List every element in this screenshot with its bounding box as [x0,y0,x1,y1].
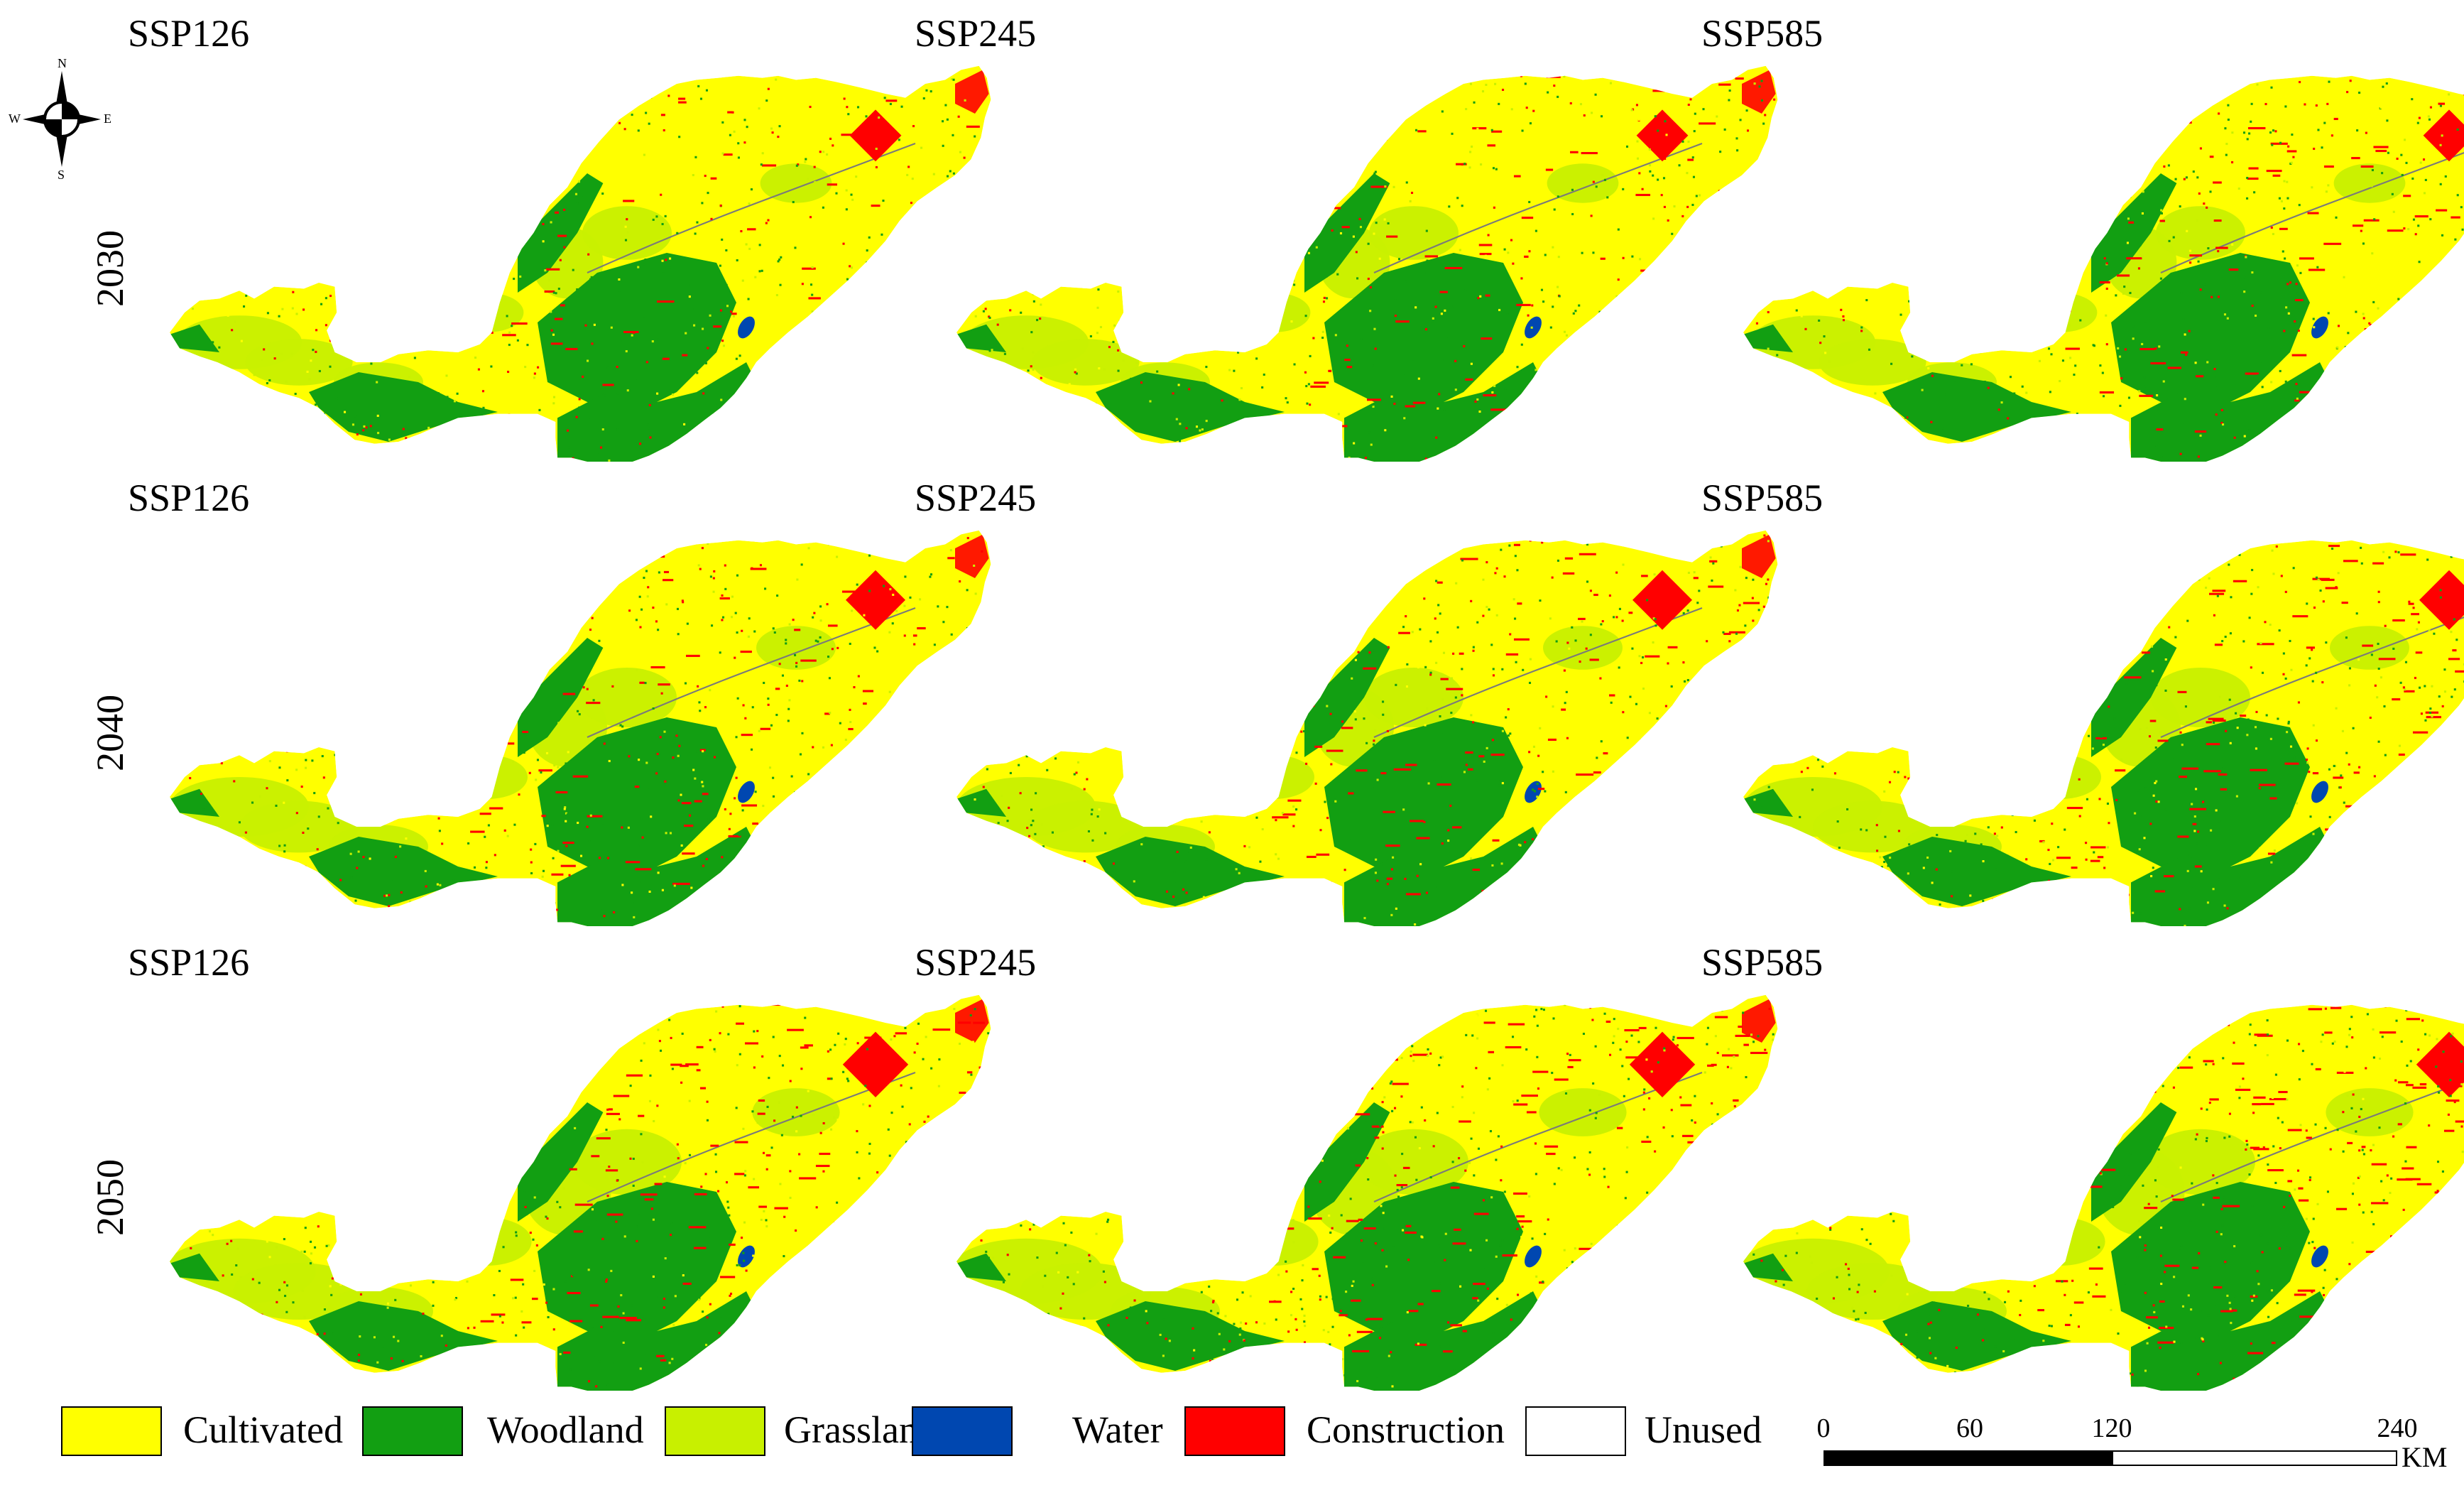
scale-bar: 0 60 120 240 KM [1816,1413,2457,1479]
legend-swatch [61,1406,162,1456]
compass-south-label: S [58,168,65,182]
legend-label: Unused [1645,1408,1762,1451]
legend-swatch [1184,1406,1285,1456]
compass-rose-icon [23,71,101,167]
panel-title: SSP245 [915,12,1037,55]
map-grid: 2030 SSP126 SSP245 SSP585 2040 SSP126 SSP245 SS… [89,12,2464,1391]
legend-label: Water [1072,1408,1163,1451]
row-year-label: 2030 [89,230,131,307]
scale-tick-label: 60 [1956,1413,1983,1443]
land-use-map [169,65,991,462]
legend-label: Grassland [784,1408,937,1451]
compass-east-label: E [104,112,111,126]
legend-swatch [362,1406,463,1456]
panel-title: SSP126 [128,477,250,519]
legend-label: Cultivated [183,1408,343,1451]
land-use-map [956,65,1778,462]
land-use-map [1743,65,2464,462]
scale-bar-filled-segment [1824,1450,2112,1466]
row-year-label: 2040 [89,695,131,771]
scale-tick-label: 120 [2091,1413,2132,1443]
land-use-map [956,994,1778,1391]
land-use-map [1743,994,2464,1391]
land-use-map [169,994,991,1391]
panel-title: SSP585 [1701,477,1824,519]
panel-title: SSP585 [1701,941,1824,984]
scale-tick-label: 0 [1816,1413,1831,1443]
north-arrow: N S E W [9,57,115,181]
land-use-map [956,530,1778,926]
panel-title: SSP245 [915,477,1037,519]
compass-west-label: W [9,112,21,126]
compass-north-label: N [58,56,67,70]
land-use-map [1743,530,2464,926]
land-use-map [169,530,991,926]
legend-swatch [1525,1406,1626,1456]
legend-label: Construction [1307,1408,1505,1451]
scale-bar-empty-segment [2112,1450,2397,1466]
scale-unit-label: KM [2402,1441,2448,1473]
panel-title: SSP126 [128,12,250,55]
legend-swatch [912,1406,1013,1456]
panel-title: SSP245 [915,941,1037,984]
scale-tick-label: 240 [2377,1413,2418,1443]
panel-title: SSP585 [1701,12,1824,55]
row-year-label: 2050 [89,1159,131,1236]
legend-label: Woodland [487,1408,644,1451]
legend-swatch [665,1406,765,1456]
panel-title: SSP126 [128,941,250,984]
